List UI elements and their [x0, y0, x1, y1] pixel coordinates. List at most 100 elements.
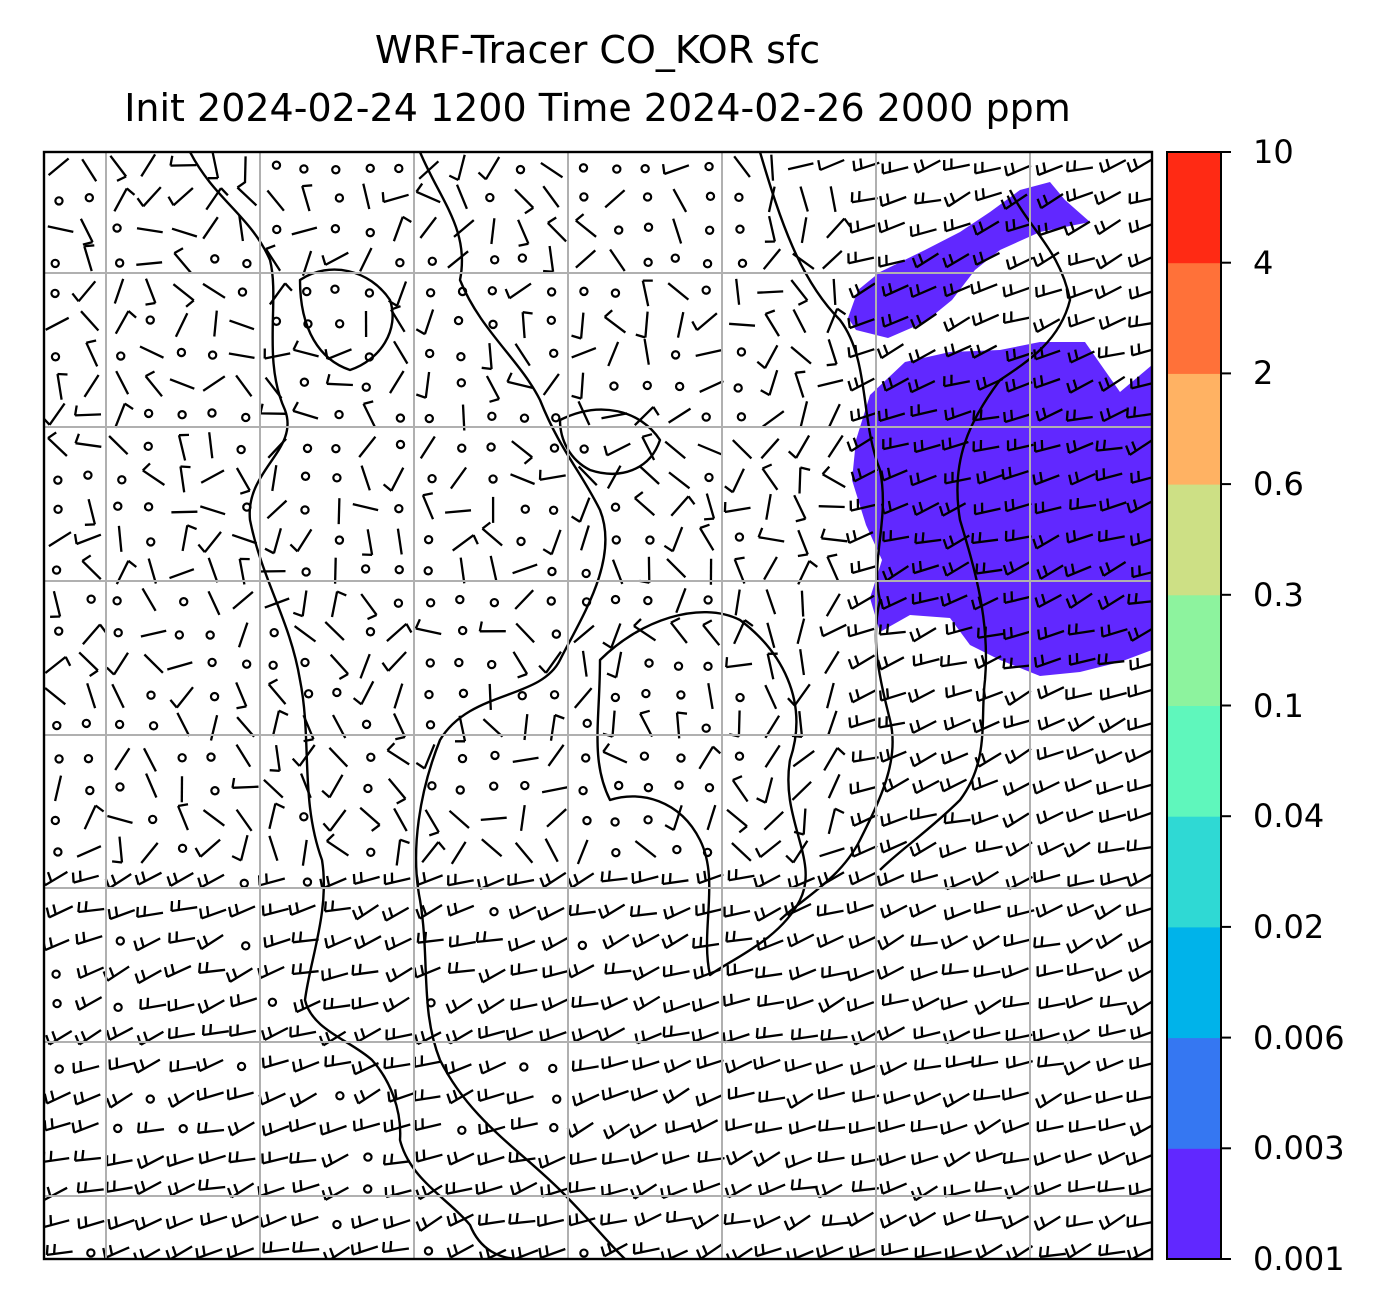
wind-barb	[415, 872, 444, 886]
wind-barb	[514, 589, 535, 610]
wind-barb	[609, 248, 626, 272]
calm-wind-circle	[113, 1002, 123, 1013]
wind-barb	[879, 595, 907, 610]
wind-barb	[676, 311, 685, 338]
wind-barb	[1003, 715, 1031, 729]
wind-barb	[787, 875, 816, 890]
wind-barb	[848, 1121, 876, 1135]
wind-barb	[792, 308, 807, 334]
wind-barb	[846, 967, 875, 982]
wind-barb	[179, 465, 191, 493]
wind-barb	[1005, 218, 1033, 233]
wind-barb	[418, 160, 440, 180]
calm-wind-circle	[426, 998, 436, 1008]
calm-wind-circle	[734, 192, 744, 203]
wind-barb	[1037, 716, 1066, 731]
wind-barb	[847, 251, 875, 265]
wind-barb	[414, 618, 442, 636]
wind-barb	[200, 469, 225, 484]
wind-barb	[322, 809, 347, 832]
calm-wind-circle	[303, 319, 313, 329]
wind-barb	[725, 930, 753, 943]
wind-barb	[1004, 689, 1032, 706]
wind-barb	[1032, 534, 1060, 550]
calm-wind-circle	[51, 565, 62, 575]
calm-wind-circle	[177, 843, 188, 854]
wind-barb	[105, 1180, 133, 1193]
wind-barb	[1068, 1180, 1096, 1193]
wind-barb	[939, 844, 967, 859]
plume-main	[852, 342, 1152, 676]
wind-barb	[448, 935, 476, 948]
colorbar-tick-label: 0.3	[1253, 575, 1304, 614]
wind-barb	[764, 215, 777, 243]
wind-barb	[794, 370, 806, 398]
wind-barb	[1036, 564, 1064, 580]
calm-wind-circle	[365, 627, 376, 637]
wind-barb	[763, 556, 778, 581]
wind-barb	[289, 1092, 318, 1108]
wind-barb	[352, 502, 379, 512]
wind-barb	[385, 1028, 413, 1041]
wind-barb	[113, 278, 125, 304]
wind-barb	[1096, 781, 1124, 796]
wind-barb	[1096, 1057, 1124, 1072]
wind-barb	[672, 188, 688, 213]
wind-barb	[1063, 1060, 1091, 1076]
calm-wind-circle	[489, 781, 499, 791]
wind-barb	[382, 1240, 410, 1254]
calm-wind-circle	[209, 691, 220, 702]
wind-barb	[723, 1213, 751, 1226]
wind-barb	[167, 1092, 195, 1108]
wind-barb	[791, 710, 804, 739]
wind-barb	[480, 816, 507, 822]
wind-barb	[1032, 251, 1060, 268]
wind-barb	[944, 407, 972, 421]
wind-barb	[326, 833, 350, 857]
wind-barb	[166, 872, 194, 887]
colorbar-tick-label: 0.006	[1253, 1018, 1345, 1057]
wind-barb	[447, 873, 474, 887]
calm-wind-circle	[548, 1063, 558, 1074]
wind-barb	[382, 467, 405, 492]
calm-wind-circle	[115, 936, 125, 946]
calm-wind-circle	[549, 443, 560, 453]
wind-barb	[321, 774, 344, 799]
wind-barb	[383, 1119, 411, 1133]
wind-barb	[481, 838, 503, 858]
wind-barb	[141, 462, 166, 486]
wind-barb	[292, 1241, 320, 1254]
wind-barb	[481, 521, 503, 547]
wind-barb	[1032, 1028, 1060, 1043]
wind-barb	[603, 442, 631, 457]
calm-wind-circle	[551, 413, 561, 423]
calm-wind-circle	[146, 690, 156, 700]
wind-barb	[47, 157, 70, 176]
wind-barb	[47, 225, 74, 234]
wind-barb	[383, 1215, 411, 1230]
wind-barb	[850, 1061, 878, 1076]
calm-wind-circle	[393, 598, 404, 608]
wind-barb	[907, 688, 936, 704]
wind-barb	[73, 1149, 102, 1162]
wind-barb	[261, 1151, 289, 1165]
wind-barb	[1033, 936, 1061, 949]
wind-barb	[878, 623, 906, 636]
wind-barb	[793, 494, 807, 523]
wind-barb	[600, 1183, 629, 1197]
wind-barb	[415, 309, 435, 336]
wind-barb	[1125, 1151, 1152, 1166]
wind-barb	[600, 870, 628, 883]
wind-barb	[73, 1091, 101, 1106]
wind-barb	[482, 718, 504, 738]
wind-barb	[1038, 996, 1066, 1010]
wind-barb	[938, 502, 967, 517]
wind-barb	[392, 713, 407, 741]
colorbar-tick-label: 4	[1253, 243, 1274, 282]
wind-barb	[690, 1118, 719, 1134]
wind-barb	[236, 180, 258, 207]
wind-barb	[228, 1151, 256, 1164]
wind-barb	[1099, 995, 1128, 1009]
calm-wind-circle	[50, 815, 61, 826]
wind-barb	[633, 406, 660, 427]
